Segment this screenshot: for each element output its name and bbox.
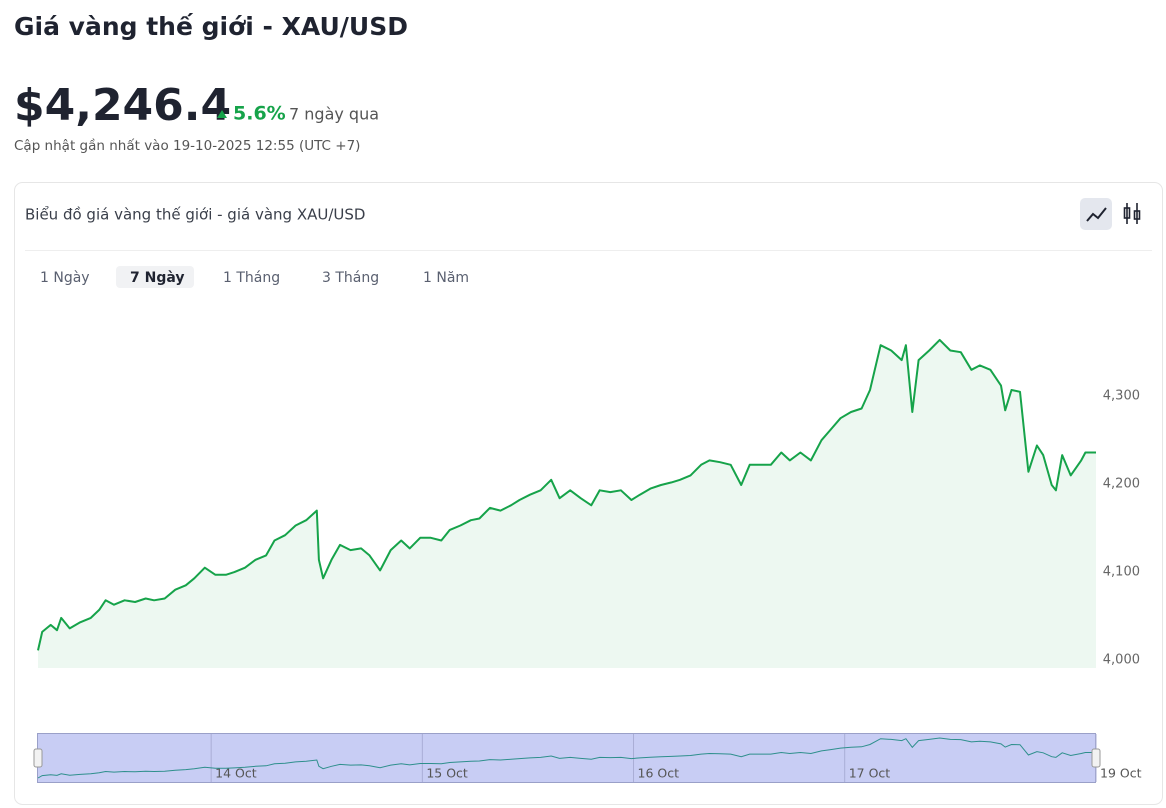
updated: Cập nhật gần nhất vào 19-10-2025 12:55 (… — [14, 138, 360, 154]
change: 5.6% — [233, 103, 286, 125]
x-tick-label: 14 Oct — [215, 766, 257, 781]
card-title: Biểu đồ giá vàng thế giới - giá vàng XAU… — [25, 206, 365, 224]
navigator-line — [37, 737, 1096, 779]
price-line — [37, 338, 1096, 651]
navigator-handle[interactable] — [33, 748, 43, 768]
y-tick-label: 4,100 — [1103, 565, 1140, 580]
tab[interactable]: 3 Tháng — [322, 270, 379, 286]
x-tick-label: 19 Oct — [1100, 766, 1142, 781]
line-icon — [1086, 207, 1107, 222]
tab[interactable]: 1 Ngày — [40, 270, 90, 286]
card — [14, 182, 1163, 805]
area — [38, 339, 1096, 668]
up-arrow — [217, 110, 227, 118]
line-chart-button[interactable] — [1080, 198, 1112, 230]
tab[interactable]: 7 Ngày — [130, 270, 185, 286]
page-title: Giá vàng thế giới - XAU/USD — [14, 12, 408, 41]
tab[interactable]: 1 Tháng — [223, 270, 280, 286]
period: 7 ngày qua — [289, 105, 379, 124]
tab-active-bg — [116, 266, 194, 288]
tab[interactable]: 1 Năm — [423, 270, 469, 286]
price: $4,246.4 — [14, 80, 231, 131]
navigator-handle[interactable] — [1091, 748, 1101, 768]
y-tick-label: 4,000 — [1103, 653, 1140, 668]
x-tick-label: 15 Oct — [426, 766, 468, 781]
y-tick-label: 4,300 — [1103, 389, 1140, 404]
candle-button[interactable] — [1123, 203, 1141, 224]
x-tick-label: 16 Oct — [638, 766, 680, 781]
x-tick-label: 17 Oct — [849, 766, 891, 781]
y-tick-label: 4,200 — [1103, 477, 1140, 492]
